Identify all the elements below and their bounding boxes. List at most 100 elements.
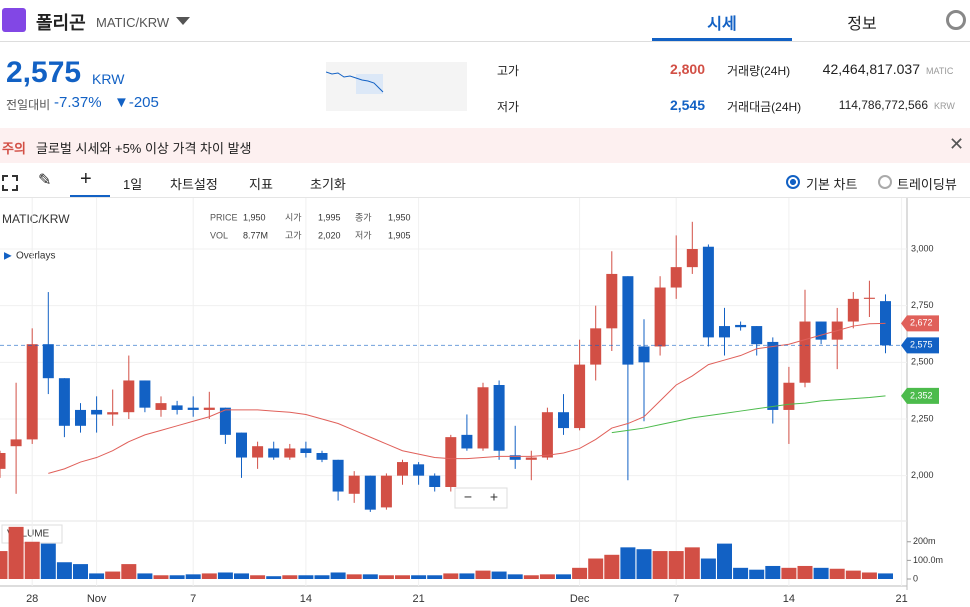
price-tag-label: 2,352 [910, 390, 933, 400]
zoom-out[interactable]: − [464, 489, 472, 505]
y-tick-label: 2,000 [911, 470, 934, 480]
volume-bar [491, 571, 507, 579]
high-value: 2,800 [669, 61, 705, 77]
volume-bar [475, 570, 491, 579]
mode-label[interactable]: 기본 차트 [806, 177, 858, 192]
price-tag-label: 2,672 [910, 318, 933, 328]
toolbar-item[interactable]: 1일 [123, 177, 143, 192]
toolbar-item[interactable]: 지표 [249, 177, 273, 192]
candle-body [75, 409, 86, 426]
candle-body [123, 380, 135, 413]
v-tick-label: 200m [913, 536, 936, 546]
volume-bar [346, 574, 362, 579]
info-value: 1,905 [388, 230, 411, 240]
volume-bar [604, 554, 620, 579]
volume-bar [539, 574, 555, 579]
candle-body [880, 301, 891, 346]
volume-bar [668, 551, 684, 579]
volume-bar [330, 572, 346, 579]
volume-bar [717, 543, 732, 579]
overlays[interactable]: ▶ [4, 251, 12, 262]
info-label: 저가 [355, 230, 372, 240]
volume-bar [588, 558, 604, 579]
volume-bar [234, 573, 249, 579]
candle-body [203, 407, 215, 410]
volume-bar [507, 574, 523, 579]
fullscreen-icon[interactable] [2, 175, 18, 191]
volume-bar [765, 565, 781, 579]
overlays-label[interactable]: Overlays [16, 251, 55, 262]
radio-on[interactable] [786, 175, 800, 189]
candle-body [268, 448, 280, 458]
toolbar-item[interactable]: 차트설정 [170, 177, 218, 192]
volume-bar [395, 575, 410, 579]
volume-bar [878, 573, 893, 579]
volume-bar [121, 564, 137, 579]
y-tick-label: 2,750 [911, 300, 934, 310]
candle-body [332, 459, 344, 492]
tab-underline [652, 38, 792, 41]
candle-body [219, 407, 231, 435]
y-tick-label: 2,250 [911, 413, 934, 423]
radio-off[interactable] [878, 175, 892, 189]
volume-bar [8, 526, 24, 579]
volume-bar [378, 575, 394, 579]
tab[interactable]: 정보 [847, 16, 877, 33]
candle-body [413, 464, 425, 476]
price-tag [901, 337, 939, 354]
candle-body [364, 475, 376, 510]
dropdown-arrow[interactable] [176, 17, 190, 25]
candle-body [445, 437, 457, 487]
candle-body [767, 341, 779, 410]
draw-icon[interactable]: ✎ [38, 172, 52, 189]
x-tick-label: 21 [895, 593, 907, 605]
volume-bar [314, 575, 330, 579]
candle-body [91, 409, 103, 415]
volume-bar [620, 547, 636, 579]
moving-average [48, 322, 886, 474]
candle-body [638, 346, 650, 363]
settings-gear[interactable] [946, 10, 966, 30]
mode-label[interactable]: 트레이딩뷰 [897, 177, 957, 192]
v-tick-label: 0 [913, 573, 918, 583]
volume-bar [523, 575, 539, 579]
high-label: 고가 [497, 64, 520, 78]
notice-close[interactable]: ✕ [949, 134, 965, 154]
volume-bar [24, 541, 40, 579]
x-tick-label: Nov [87, 593, 107, 605]
candle-body [509, 455, 521, 460]
volume-bar [427, 575, 443, 579]
candle-body [397, 462, 408, 476]
candle-body [284, 448, 296, 458]
x-tick-label: 14 [300, 593, 312, 605]
volume-bar [636, 549, 652, 579]
candle-body [380, 475, 392, 508]
notice-tag: 주의 [2, 141, 26, 156]
x-tick-label: 14 [783, 593, 795, 605]
tab[interactable]: 시세 [707, 16, 737, 33]
volume-bar [652, 551, 668, 579]
volume-bar [40, 543, 56, 579]
candle-body [461, 434, 473, 449]
candle-body [252, 446, 264, 458]
candle-body [187, 407, 199, 410]
v-tick-label: 100.0m [913, 555, 943, 565]
toolbar-item[interactable]: 초기화 [310, 177, 346, 192]
info-label: 시가 [285, 212, 302, 222]
volume-bar [813, 567, 829, 579]
x-tick-label: Dec [570, 593, 590, 605]
zoom-in[interactable]: + [490, 489, 498, 505]
volume-bar [700, 558, 716, 579]
volume-unit: MATIC [926, 66, 954, 76]
chart: MATIC/KRW ▶ Overlays VOLUME − + 2,000 2,2… [0, 198, 943, 605]
price-unit: KRW [92, 71, 125, 87]
current-price: 2,575 [6, 56, 82, 89]
volume-bar [185, 574, 201, 579]
info-label: PRICE [210, 212, 238, 222]
coin-pair: MATIC/KRW [96, 15, 170, 30]
crosshair-icon[interactable]: + [80, 168, 92, 190]
volume-bar [282, 575, 298, 579]
chart-title: MATIC/KRW [2, 212, 70, 226]
volume-bar [797, 565, 813, 579]
